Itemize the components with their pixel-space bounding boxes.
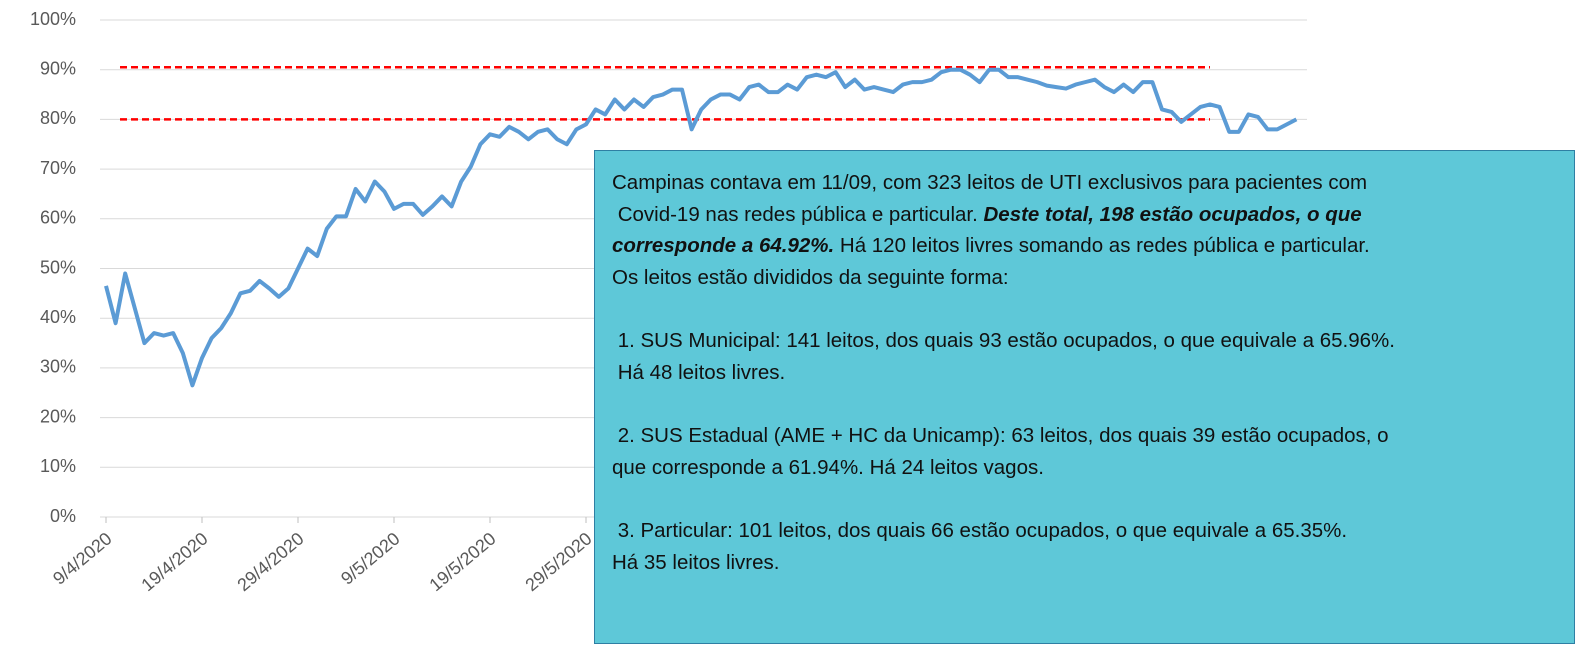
line-series xyxy=(104,67,1298,388)
text-line: Há 35 leitos livres. xyxy=(612,547,1574,579)
text-line: que corresponde a 61.94%. Há 24 leitos v… xyxy=(612,452,1574,484)
x-tick-label: 19/5/2020 xyxy=(425,528,499,595)
y-tick-label: 50% xyxy=(40,257,76,277)
text-segment: Campinas contava em 11/09, com 323 leito… xyxy=(612,171,1368,194)
text-line: 1. SUS Municipal: 141 leitos, dos quais … xyxy=(612,325,1574,357)
text-segment: que corresponde a 61.94%. Há 24 leitos v… xyxy=(612,455,1044,479)
y-tick-label: 10% xyxy=(40,456,76,476)
y-tick-label: 90% xyxy=(40,58,76,78)
text-line: Há 48 leitos livres. xyxy=(612,357,1574,389)
y-tick-label: 60% xyxy=(40,208,76,228)
paragraph: 1. SUS Municipal: 141 leitos, dos quais … xyxy=(612,325,1574,388)
text-segment: 2. SUS Estadual (AME + HC da Unicamp): 6… xyxy=(612,424,1389,447)
text-segment: Deste total, 198 estão ocupados, o que xyxy=(983,202,1362,226)
x-tick-label: 29/5/2020 xyxy=(521,528,595,595)
y-tick-label: 0% xyxy=(50,506,76,526)
x-tick-label: 29/4/2020 xyxy=(233,528,307,595)
paragraph: 3. Particular: 101 leitos, dos quais 66 … xyxy=(612,515,1574,578)
text-segment: 1. SUS Municipal: 141 leitos, dos quais … xyxy=(612,329,1395,352)
y-tick-label: 20% xyxy=(40,406,76,426)
y-tick-label: 80% xyxy=(40,108,76,128)
annotation-box: Campinas contava em 11/09, com 323 leito… xyxy=(594,150,1575,644)
text-segment: Há 35 leitos livres. xyxy=(612,550,780,574)
text-segment: Covid-19 nas redes pública e particular. xyxy=(612,202,984,226)
y-tick-label: 30% xyxy=(40,357,76,377)
text-segment: Há 48 leitos livres. xyxy=(612,360,786,384)
x-tick-label: 9/5/2020 xyxy=(337,528,404,588)
text-segment: 3. Particular: 101 leitos, dos quais 66 … xyxy=(612,519,1348,542)
y-tick-label: 40% xyxy=(40,307,76,327)
text-segment: Os leitos estão divididos da seguinte fo… xyxy=(612,265,1009,289)
text-segment: corresponde a 64.92%. xyxy=(612,234,835,257)
paragraph: Campinas contava em 11/09, com 323 leito… xyxy=(612,167,1574,293)
paragraph: 2. SUS Estadual (AME + HC da Unicamp): 6… xyxy=(612,420,1574,483)
text-segment: Há 120 leitos livres somando as redes pú… xyxy=(834,234,1370,257)
text-line: Campinas contava em 11/09, com 323 leito… xyxy=(612,167,1574,199)
text-line: Os leitos estão divididos da seguinte fo… xyxy=(612,262,1574,294)
y-tick-label: 100% xyxy=(30,9,76,29)
text-line: Covid-19 nas redes pública e particular.… xyxy=(612,199,1574,231)
text-line: 3. Particular: 101 leitos, dos quais 66 … xyxy=(612,515,1574,547)
text-line: 2. SUS Estadual (AME + HC da Unicamp): 6… xyxy=(612,420,1574,452)
x-tick-label: 19/4/2020 xyxy=(137,528,211,595)
x-tick-label: 9/4/2020 xyxy=(49,528,116,588)
y-tick-label: 70% xyxy=(40,158,76,178)
text-line: corresponde a 64.92%. Há 120 leitos livr… xyxy=(612,230,1574,262)
